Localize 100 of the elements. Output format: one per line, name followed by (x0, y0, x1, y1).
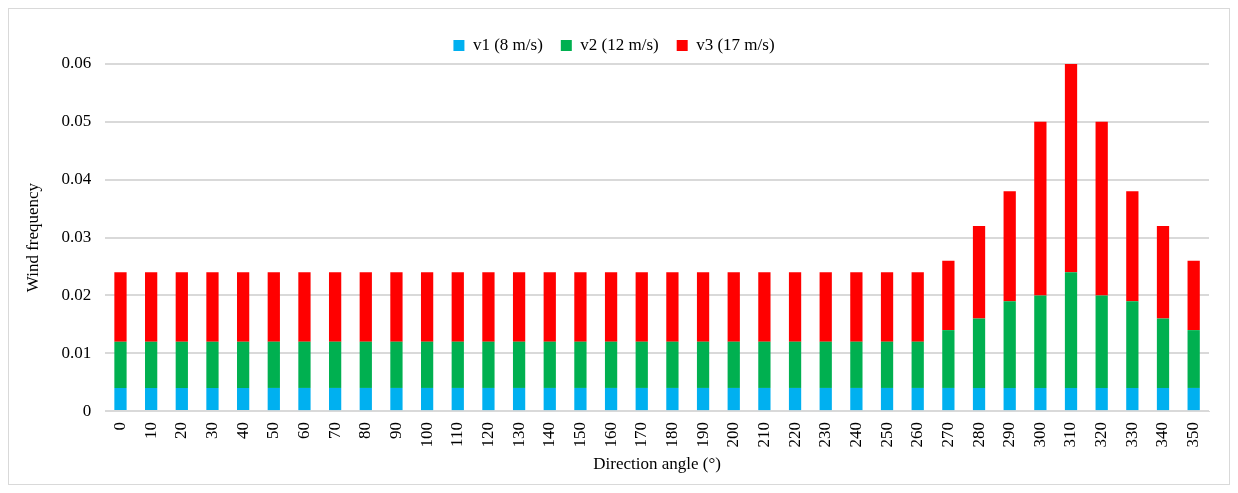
bar (206, 341, 219, 388)
bar (911, 341, 924, 388)
bar (880, 387, 894, 411)
bar (175, 272, 188, 342)
bar (328, 272, 342, 342)
x-axis-title: Direction angle (°) (593, 454, 721, 474)
x-tick-label: 220 (784, 422, 804, 448)
bar (1156, 225, 1170, 319)
x-tick-label: 240 (845, 422, 865, 448)
bar (1187, 260, 1200, 331)
x-tick-label: 110 (447, 422, 467, 447)
bar (1187, 330, 1200, 388)
x-tick-label: 230 (815, 422, 835, 448)
bar (1034, 295, 1047, 388)
bar (512, 341, 526, 388)
bar (267, 341, 280, 388)
bar (420, 272, 434, 342)
bar (420, 341, 434, 388)
bar (727, 387, 740, 411)
x-tick-label: 40 (232, 422, 252, 440)
legend-label: v2 (12 m/s) (580, 34, 659, 54)
bar (451, 341, 464, 388)
bar (298, 387, 311, 411)
legend-label: v1 (8 m/s) (472, 34, 543, 54)
x-tick-label: 10 (140, 422, 160, 440)
x-tick-label: 160 (600, 422, 620, 448)
bar (696, 341, 710, 388)
bar (819, 341, 832, 388)
bar (1126, 191, 1139, 302)
bar (482, 387, 495, 411)
bar (942, 260, 955, 331)
x-tick-label: 200 (723, 422, 743, 448)
bar (788, 272, 802, 342)
x-tick-label: 270 (937, 422, 957, 448)
bar (359, 341, 372, 388)
bar (604, 341, 618, 388)
bar (880, 272, 894, 342)
y-tick-label: 0.02 (61, 284, 92, 304)
x-tick-label: 100 (416, 422, 436, 448)
bar (237, 387, 250, 411)
bar (850, 341, 863, 388)
bar (972, 225, 986, 319)
bar (359, 387, 372, 411)
bar (880, 341, 894, 388)
bar (1156, 387, 1170, 411)
bar (1034, 387, 1047, 411)
x-tick-label: 140 (539, 422, 559, 448)
bar (482, 272, 495, 342)
x-tick-label: 190 (692, 422, 712, 448)
x-tick-label: 340 (1152, 422, 1172, 448)
x-tick-label: 310 (1060, 422, 1080, 448)
bar (328, 341, 342, 388)
bar (819, 387, 832, 411)
bar (727, 341, 740, 388)
bar (298, 272, 311, 342)
bar (666, 272, 679, 342)
bar (390, 272, 403, 342)
bar (604, 272, 618, 342)
bar (1126, 387, 1139, 411)
bar (574, 341, 587, 388)
bar (1064, 64, 1078, 273)
bar (758, 272, 771, 342)
bar (788, 341, 802, 388)
bar (298, 341, 311, 388)
bar (972, 318, 986, 388)
bar (390, 341, 403, 388)
bar (1095, 387, 1108, 411)
x-tick-label: 70 (324, 422, 344, 440)
bar (237, 272, 250, 342)
bar (574, 387, 587, 411)
x-tick-label: 210 (753, 422, 773, 448)
bar (911, 272, 924, 342)
y-axis-title: Wind frequency (22, 182, 42, 293)
bar (145, 272, 158, 342)
bar (666, 341, 679, 388)
bar (911, 387, 924, 411)
bar (451, 387, 464, 411)
x-tick-label: 250 (876, 422, 896, 448)
bar (237, 341, 250, 388)
bar (175, 341, 188, 388)
x-tick-label: 260 (907, 422, 927, 448)
bar (1034, 121, 1047, 296)
bar (114, 341, 127, 388)
bar (942, 330, 955, 388)
bar (1095, 295, 1108, 388)
bar (359, 272, 372, 342)
x-tick-label: 130 (508, 422, 528, 448)
bar (1003, 191, 1016, 302)
bar (727, 272, 740, 342)
x-tick-label: 0 (109, 422, 129, 431)
bar (145, 341, 158, 388)
bar (635, 387, 648, 411)
x-tick-label: 50 (263, 422, 283, 440)
x-tick-label: 170 (631, 422, 651, 448)
x-tick-label: 320 (1091, 422, 1111, 448)
y-tick-label: 0.06 (61, 53, 92, 73)
bar (635, 272, 648, 342)
x-tick-label: 60 (293, 422, 313, 440)
x-tick-label: 20 (171, 422, 191, 440)
bar (666, 387, 679, 411)
